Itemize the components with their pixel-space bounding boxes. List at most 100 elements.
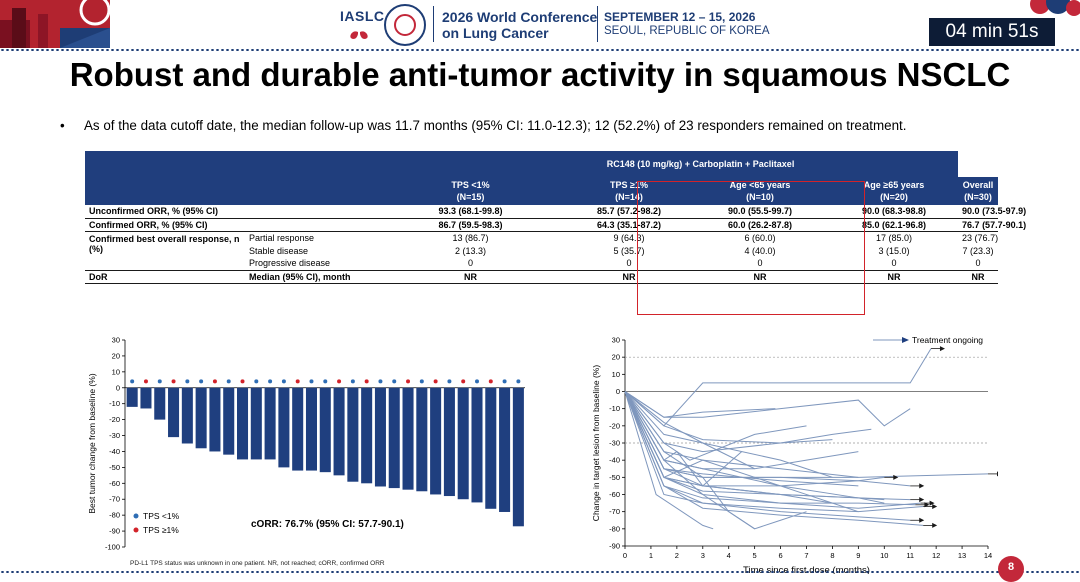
table-cell: 85.7 (57.2-98.2)	[597, 206, 662, 217]
patient-line	[624, 391, 924, 526]
waterfall-bar	[237, 387, 249, 460]
tps-marker	[226, 379, 231, 384]
x-tick-label: 11	[906, 551, 914, 560]
page-number: 8	[998, 556, 1024, 582]
table-row: Unconfirmed ORR, % (95% CI) 93.3 (68.1-9…	[85, 205, 1027, 218]
table-cell: 0	[626, 258, 632, 269]
y-tick-label: -50	[109, 463, 120, 472]
y-tick-label: -90	[609, 542, 620, 551]
arrow-head	[932, 522, 938, 528]
y-tick-label: 10	[112, 367, 120, 376]
patient-line	[624, 391, 755, 530]
table-row: DoR Median (95% CI), month NR NR NR NR N…	[85, 269, 998, 284]
waterfall-bar	[499, 387, 511, 512]
footnote: PD-L1 TPS status was unknown in one pati…	[130, 560, 385, 567]
patient-line	[624, 391, 833, 444]
x-axis-label: Time since first dose (months)	[743, 565, 870, 574]
x-tick-label: 3	[701, 551, 705, 560]
arrow-head	[939, 346, 945, 352]
table-cell: 5 (35.7)	[613, 245, 645, 256]
patient-line	[624, 391, 755, 470]
legend-label: TPS ≥1%	[143, 525, 179, 535]
y-tick-label: -20	[609, 421, 620, 430]
y-tick-label: -80	[609, 524, 620, 533]
tps-marker	[171, 379, 176, 384]
arrow-head	[893, 474, 899, 480]
y-tick-label: 10	[612, 370, 620, 379]
conference-seal-icon	[384, 4, 426, 46]
table-cell: NR	[958, 269, 998, 284]
tps-marker	[350, 379, 355, 384]
waterfall-bar	[430, 387, 442, 495]
tps-marker	[295, 379, 300, 384]
x-tick-label: 13	[958, 551, 966, 560]
waterfall-bar	[485, 387, 497, 509]
column-header: Age ≥65 years (N=20)	[830, 177, 959, 205]
row-sublabel: Stable disease	[249, 245, 309, 256]
patient-line	[624, 391, 911, 521]
waterfall-bar	[278, 387, 290, 468]
arrow-head	[919, 497, 925, 503]
waterfall-bar	[347, 387, 359, 482]
tps-marker	[502, 379, 507, 384]
x-tick-label: 12	[932, 551, 940, 560]
table-cell: 23 (76.7)	[958, 231, 998, 245]
x-tick-label: 1	[649, 551, 653, 560]
tps-marker	[406, 379, 411, 384]
tps-marker	[143, 379, 148, 384]
conference-location: SEOUL, REPUBLIC OF KOREA	[604, 25, 770, 37]
x-tick-label: 8	[830, 551, 834, 560]
column-header: Overall (N=30)	[958, 177, 998, 205]
tps-marker	[378, 379, 383, 384]
table-row: Confirmed ORR, % (95% CI) 86.7 (59.5-98.…	[85, 217, 1026, 232]
row-label: DoR	[85, 269, 245, 284]
row-sublabel: Progressive disease	[249, 258, 331, 269]
table-cell: 90.0 (73.5-97.9)	[962, 206, 1027, 217]
table-cell: 76.7 (57.7-90.1)	[958, 217, 1026, 232]
patient-line	[624, 391, 872, 453]
iaslc-logo-text: IASLC	[340, 8, 385, 24]
column-header: Age <65 years (N=10)	[690, 177, 831, 205]
bullet-text: As of the data cutoff date, the median f…	[84, 118, 907, 133]
row-label: Confirmed ORR, % (95% CI)	[85, 217, 373, 232]
slide-title: Robust and durable anti-tumor activity i…	[69, 56, 1011, 93]
legend-marker	[133, 527, 139, 533]
waterfall-bar	[361, 387, 373, 484]
waterfall-bar	[416, 387, 428, 492]
table-cell: 7 (23.3)	[962, 245, 994, 256]
speaker-timer: 04 min 51s	[929, 18, 1055, 46]
corr-annotation: cORR: 76.7% (95% CI: 57.7-90.1)	[251, 519, 404, 530]
table-cell: NR	[568, 269, 691, 284]
row-sublabel: Median (95% CI), month	[245, 269, 373, 284]
x-tick-label: 9	[856, 551, 860, 560]
x-tick-label: 5	[753, 551, 757, 560]
tps-marker	[199, 379, 204, 384]
x-tick-label: 10	[880, 551, 888, 560]
y-tick-label: 30	[112, 336, 120, 345]
y-tick-label: -70	[609, 507, 620, 516]
y-tick-label: 20	[612, 353, 620, 362]
table-cell: 90.0 (68.3-98.8)	[862, 206, 927, 217]
waterfall-bar	[250, 387, 262, 460]
y-tick-label: -30	[109, 431, 120, 440]
header-divider	[433, 6, 434, 42]
y-tick-label: 30	[612, 336, 620, 345]
arrow-head	[929, 500, 935, 506]
table-cell: NR	[830, 269, 959, 284]
waterfall-bar	[319, 387, 331, 473]
bullet-icon: •	[60, 118, 65, 133]
conference-header: IASLC 2026 World Conference on Lung Canc…	[0, 0, 1080, 52]
patient-line	[624, 348, 932, 427]
tps-marker	[130, 379, 135, 384]
tps-marker	[475, 379, 479, 384]
tps-marker	[461, 379, 466, 384]
x-tick-label: 6	[778, 551, 782, 560]
patient-line	[624, 391, 833, 478]
x-tick-label: 14	[984, 551, 992, 560]
lungs-icon	[350, 27, 368, 39]
y-tick-label: -80	[109, 511, 120, 520]
table-cell: 4 (40.0)	[744, 245, 776, 256]
tps-marker	[447, 379, 452, 384]
waterfall-bar	[126, 387, 138, 407]
